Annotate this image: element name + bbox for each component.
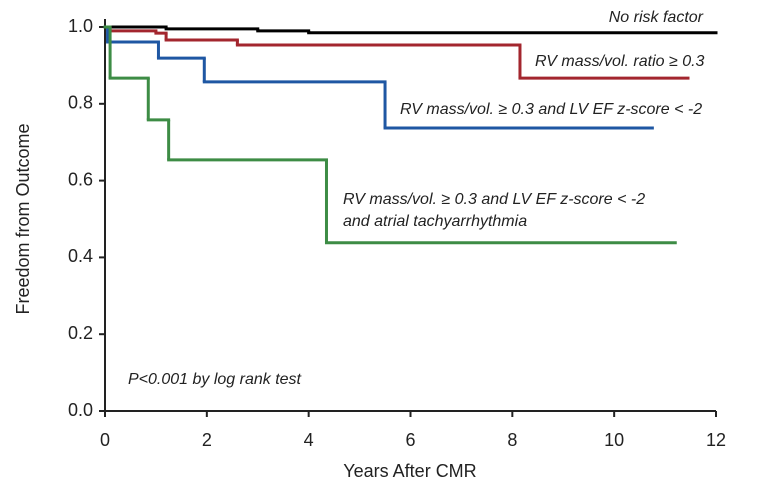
x-tick-label: 8	[507, 430, 517, 450]
series-label: RV mass/vol. ratio ≥ 0.3	[535, 53, 705, 70]
y-tick-label: 0.6	[68, 169, 93, 189]
x-tick-label: 6	[405, 430, 415, 450]
series-label: RV mass/vol. ≥ 0.3 and LV EF z-score < -…	[343, 191, 645, 230]
y-tick-label: 1.0	[68, 16, 93, 36]
x-tick-label: 10	[604, 430, 624, 450]
y-tick-label: 0.4	[68, 246, 93, 266]
annotation: P<0.001 by log rank test	[128, 371, 302, 388]
x-tick-label: 0	[100, 430, 110, 450]
x-axis-label: Years After CMR	[343, 461, 476, 481]
x-tick-label: 12	[706, 430, 726, 450]
y-axis-label: Freedom from Outcome	[13, 123, 33, 314]
series-label: RV mass/vol. ≥ 0.3 and LV EF z-score < -…	[400, 101, 702, 118]
y-tick-label: 0.2	[68, 323, 93, 343]
x-tick-label: 4	[304, 430, 314, 450]
series-label: No risk factor	[609, 9, 704, 26]
y-tick-label: 0.8	[68, 93, 93, 113]
y-tick-label: 0.0	[68, 400, 93, 420]
x-tick-label: 2	[202, 430, 212, 450]
